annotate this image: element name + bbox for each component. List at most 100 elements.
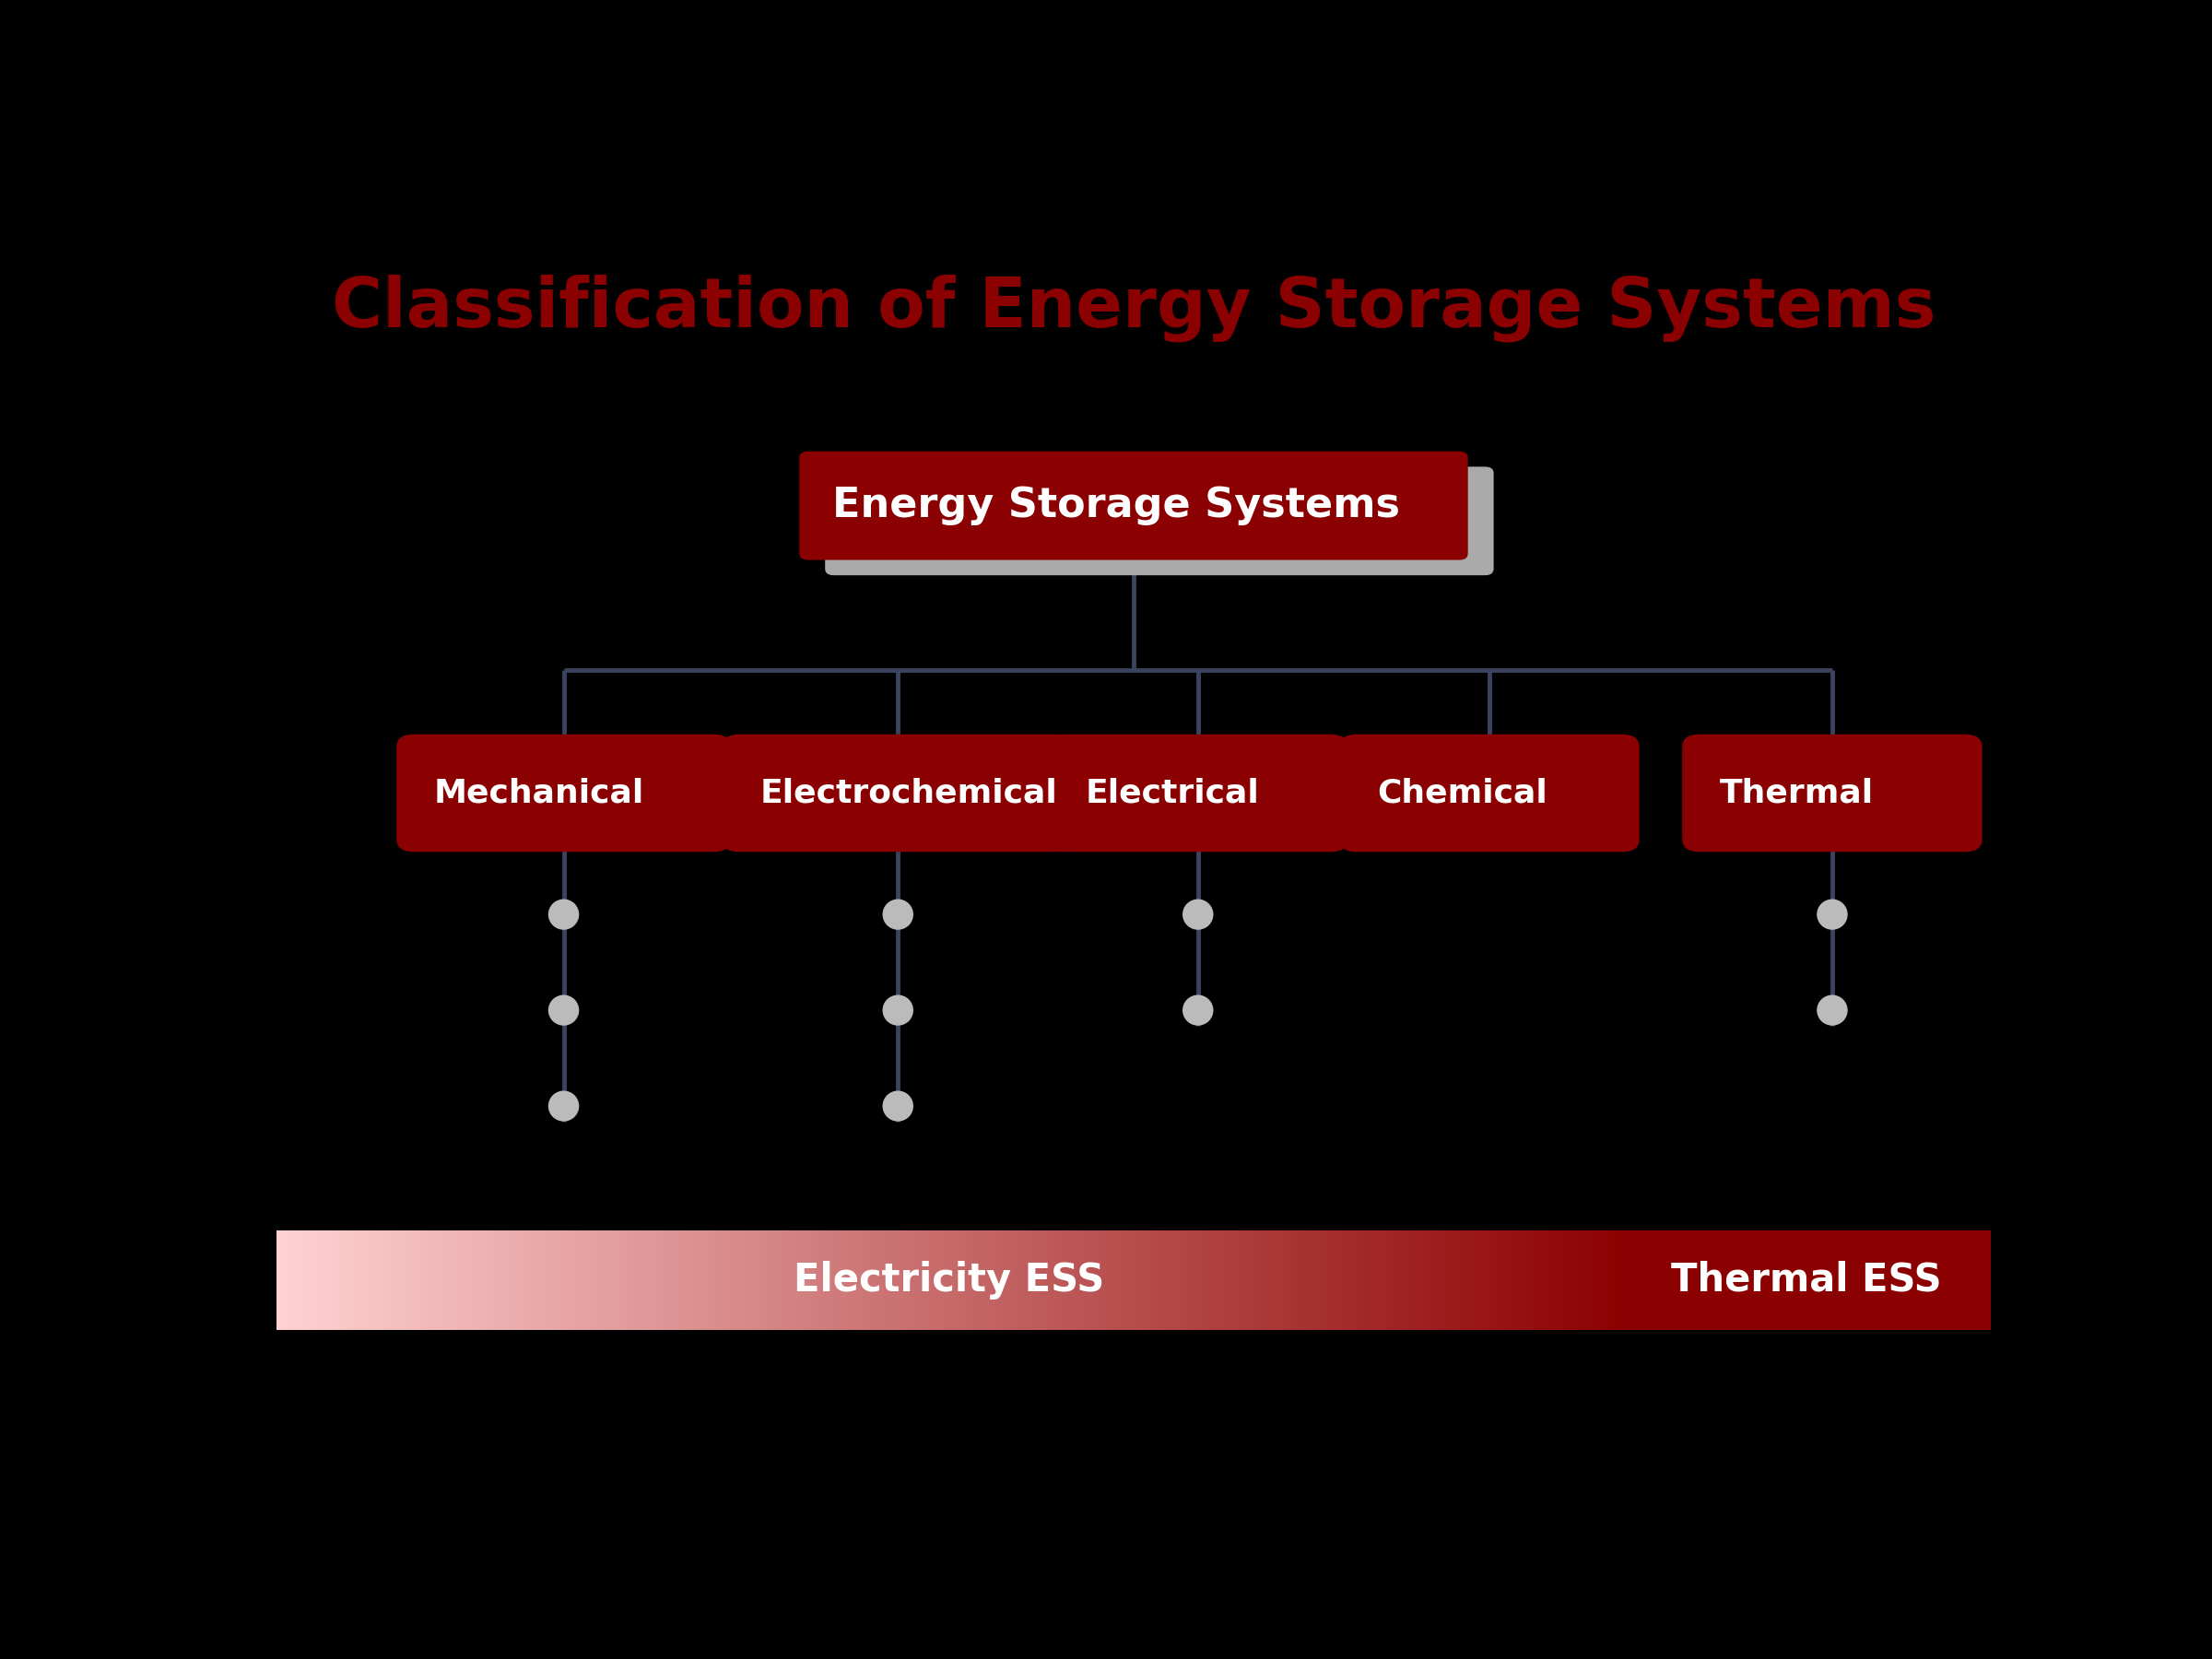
Bar xyxy=(801,1229,807,1329)
Text: Classification of Energy Storage Systems: Classification of Energy Storage Systems xyxy=(332,274,1936,342)
Bar xyxy=(752,1229,759,1329)
Bar xyxy=(847,1229,852,1329)
Bar xyxy=(1188,1229,1192,1329)
Bar xyxy=(338,1229,345,1329)
Bar xyxy=(495,1229,502,1329)
Bar xyxy=(591,1229,597,1329)
Bar xyxy=(473,1229,480,1329)
Bar xyxy=(285,1229,292,1329)
Bar xyxy=(347,1229,354,1329)
Bar xyxy=(1363,1229,1369,1329)
Bar xyxy=(1298,1229,1305,1329)
Bar xyxy=(1595,1229,1601,1329)
Bar xyxy=(460,1229,467,1329)
Bar xyxy=(958,1229,964,1329)
Bar xyxy=(993,1229,1000,1329)
Bar xyxy=(389,1229,396,1329)
Bar xyxy=(1035,1229,1042,1329)
Bar xyxy=(1013,1229,1018,1329)
Bar xyxy=(905,1229,911,1329)
Bar xyxy=(303,1229,310,1329)
Bar xyxy=(1451,1229,1458,1329)
Bar xyxy=(914,1229,920,1329)
Bar xyxy=(1385,1229,1391,1329)
Bar xyxy=(533,1229,538,1329)
Bar xyxy=(810,1229,816,1329)
Bar xyxy=(1053,1229,1060,1329)
Bar xyxy=(425,1229,431,1329)
FancyBboxPatch shape xyxy=(799,451,1469,561)
Bar xyxy=(1026,1229,1031,1329)
Bar xyxy=(529,1229,533,1329)
Bar xyxy=(1473,1229,1480,1329)
Bar xyxy=(1394,1229,1400,1329)
Bar xyxy=(1336,1229,1340,1329)
Bar xyxy=(1155,1229,1161,1329)
Bar xyxy=(666,1229,672,1329)
Bar xyxy=(1376,1229,1382,1329)
Bar xyxy=(1617,1229,1624,1329)
Bar xyxy=(1582,1229,1588,1329)
Bar xyxy=(998,1229,1004,1329)
Bar xyxy=(1159,1229,1166,1329)
Bar xyxy=(1555,1229,1562,1329)
Bar xyxy=(644,1229,650,1329)
Bar xyxy=(1323,1229,1327,1329)
Bar xyxy=(681,1229,686,1329)
Text: Mechanical: Mechanical xyxy=(434,778,644,808)
FancyBboxPatch shape xyxy=(825,466,1493,576)
Bar xyxy=(555,1229,562,1329)
Bar xyxy=(936,1229,942,1329)
Bar xyxy=(1312,1229,1318,1329)
Ellipse shape xyxy=(549,899,580,929)
Bar xyxy=(352,1229,358,1329)
Bar xyxy=(1031,1229,1035,1329)
Bar xyxy=(823,1229,830,1329)
Bar xyxy=(1551,1229,1557,1329)
Bar xyxy=(743,1229,750,1329)
Bar xyxy=(836,1229,843,1329)
Bar xyxy=(1416,1229,1422,1329)
Bar xyxy=(451,1229,458,1329)
Bar xyxy=(1170,1229,1175,1329)
Bar xyxy=(675,1229,681,1329)
Bar xyxy=(1484,1229,1489,1329)
Bar xyxy=(878,1229,885,1329)
Bar xyxy=(805,1229,812,1329)
Bar xyxy=(491,1229,498,1329)
Bar xyxy=(818,1229,825,1329)
Bar xyxy=(770,1229,776,1329)
Bar xyxy=(1358,1229,1365,1329)
Bar xyxy=(748,1229,754,1329)
Bar xyxy=(779,1229,785,1329)
Bar xyxy=(1197,1229,1203,1329)
Bar xyxy=(1223,1229,1230,1329)
Bar xyxy=(312,1229,319,1329)
Bar xyxy=(1075,1229,1082,1329)
Bar xyxy=(1586,1229,1593,1329)
Bar xyxy=(1433,1229,1440,1329)
Text: Electrical: Electrical xyxy=(1086,778,1259,808)
Bar xyxy=(1429,1229,1436,1329)
Bar xyxy=(1340,1229,1345,1329)
Bar xyxy=(1568,1229,1575,1329)
Ellipse shape xyxy=(883,995,914,1025)
Bar xyxy=(1498,1229,1502,1329)
Bar xyxy=(1345,1229,1349,1329)
Bar xyxy=(1281,1229,1287,1329)
Bar xyxy=(931,1229,938,1329)
Bar xyxy=(635,1229,641,1329)
Bar xyxy=(962,1229,969,1329)
Bar xyxy=(1464,1229,1471,1329)
Bar xyxy=(398,1229,405,1329)
Bar xyxy=(1542,1229,1548,1329)
Bar xyxy=(1079,1229,1086,1329)
Bar xyxy=(1442,1229,1449,1329)
Bar xyxy=(509,1229,515,1329)
Bar xyxy=(608,1229,615,1329)
Bar xyxy=(721,1229,728,1329)
Bar xyxy=(403,1229,409,1329)
Bar xyxy=(330,1229,336,1329)
Bar xyxy=(1206,1229,1212,1329)
Bar xyxy=(564,1229,571,1329)
